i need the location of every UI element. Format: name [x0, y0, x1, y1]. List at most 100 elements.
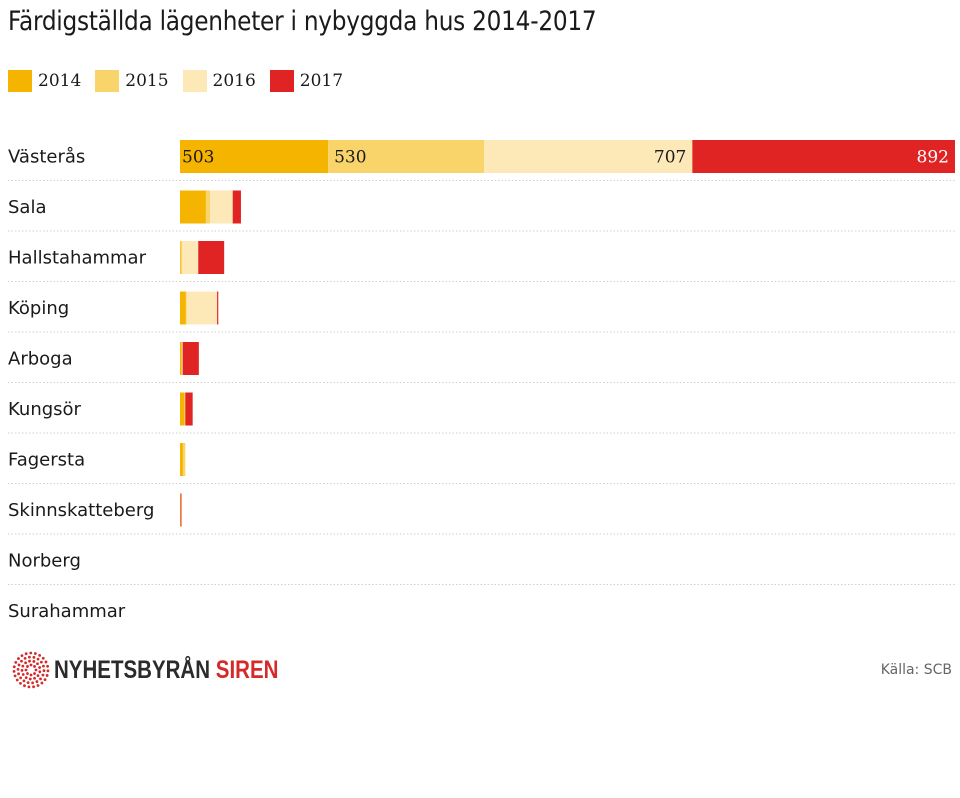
- logo-dot: [38, 666, 42, 669]
- category-label: Arboga: [8, 349, 73, 370]
- logo-dot: [40, 681, 44, 685]
- source-note: Källa: SCB: [880, 662, 952, 678]
- data-label: 530: [334, 148, 366, 168]
- logo-dot: [26, 681, 30, 685]
- logo-dot: [17, 663, 21, 667]
- logo-dot: [27, 685, 31, 689]
- logo-dot: [33, 672, 36, 675]
- bar-segment-2015: [181, 342, 183, 375]
- logo-dot: [43, 678, 47, 681]
- logo-dot: [24, 661, 27, 665]
- logo-dot: [36, 657, 40, 661]
- logo-dot: [23, 657, 27, 660]
- logo-dot: [38, 653, 42, 657]
- bar-segment-2014: [180, 190, 206, 224]
- bar-segment-2015: [205, 190, 211, 224]
- legend-label: 2016: [212, 71, 256, 91]
- logo-dot: [41, 656, 45, 660]
- bar-segment-2014: [180, 291, 186, 325]
- bar-segment-2016: [186, 291, 218, 325]
- logo-dot: [38, 670, 42, 674]
- logo-dot: [16, 667, 20, 671]
- logo-text-part1: NYHETSBYRÅN: [54, 655, 211, 684]
- legend-item-2014: 2014: [8, 70, 81, 92]
- logo-dot: [39, 660, 43, 664]
- logo-dot: [15, 678, 19, 682]
- legend-swatch: [269, 70, 294, 92]
- category-label: Norberg: [8, 551, 81, 572]
- logo-dot: [35, 680, 39, 683]
- legend: 2014 2015 2016 2017: [8, 70, 357, 92]
- logo-dot: [20, 668, 24, 672]
- bar-segment-2017: [180, 493, 182, 527]
- data-label: 892: [917, 148, 949, 168]
- data-label: 707: [654, 148, 686, 168]
- legend-swatch: [95, 70, 120, 92]
- logo-dot: [28, 659, 31, 663]
- logo-dot: [19, 681, 22, 685]
- category-label: Skinnskatteberg: [8, 500, 154, 521]
- bar-segment-2014: [180, 140, 329, 173]
- category-label: Västerås: [8, 147, 85, 168]
- logo-dot: [12, 670, 16, 673]
- chart-title: Färdigställda lägenheter i nybyggda hus …: [8, 6, 597, 37]
- logo-dot: [46, 664, 49, 668]
- siren-logo-icon: [12, 651, 50, 689]
- logo-dot: [21, 673, 25, 676]
- legend-label: 2015: [125, 71, 169, 91]
- logo-dot: [26, 665, 29, 668]
- logo: NYHETSBYRÅN SIREN: [12, 651, 328, 689]
- logo-dot: [21, 664, 25, 668]
- legend-swatch: [182, 70, 207, 92]
- logo-dot: [28, 655, 31, 659]
- category-label: Surahammar: [8, 601, 126, 622]
- logo-dot: [33, 652, 37, 655]
- logo-dot: [31, 681, 34, 685]
- legend-label: 2014: [38, 71, 82, 91]
- bar-segment-2015: [180, 241, 183, 274]
- category-label: Sala: [8, 197, 47, 218]
- legend-item-2015: 2015: [95, 70, 169, 92]
- logo-dot: [20, 654, 24, 658]
- legend-item-2017: 2017: [269, 70, 344, 92]
- logo-dot: [39, 677, 42, 681]
- bar-segment-2015: [328, 140, 485, 173]
- bar-segment-2017: [185, 392, 193, 426]
- bar-segment-2015: [185, 291, 187, 325]
- logo-dot: [42, 669, 46, 673]
- legend-item-2016: 2016: [182, 70, 256, 92]
- legend-label: 2017: [299, 71, 344, 91]
- bar-segment-2016: [182, 342, 183, 375]
- logo-dot: [42, 664, 45, 668]
- bar-segment-2014: [180, 241, 181, 274]
- logo-dot: [33, 665, 36, 668]
- bar-segment-2014: [180, 342, 182, 375]
- bar-segment-2016: [210, 190, 233, 224]
- bar-segment-2014: [180, 493, 181, 527]
- logo-dot: [14, 661, 18, 664]
- logo-dot: [36, 674, 40, 678]
- logo-dot: [45, 674, 49, 677]
- logo-dot: [12, 665, 16, 669]
- category-label: Köping: [8, 298, 69, 319]
- data-label: 503: [182, 148, 214, 168]
- logo-dot: [44, 660, 48, 664]
- bar-chart: Västerås 503 530 707 892 Sala Hallstahammar Köp…: [8, 140, 955, 622]
- bar-segment-2015: [182, 443, 186, 476]
- logo-dot: [22, 679, 26, 683]
- category-label: Fagersta: [8, 450, 85, 471]
- legend-swatch: [8, 70, 32, 92]
- logo-dot: [26, 672, 29, 675]
- bar-segment-2017: [198, 241, 225, 274]
- logo-dot: [13, 674, 17, 678]
- bar-segment-2014: [180, 443, 183, 476]
- logo-dot: [17, 657, 20, 660]
- category-label: Hallstahammar: [8, 248, 147, 269]
- logo-dot: [46, 669, 50, 673]
- logo-dot: [29, 673, 33, 677]
- logo-dot: [17, 672, 20, 676]
- bar-segment-2014: [180, 392, 185, 426]
- logo-dot: [29, 651, 33, 655]
- logo-text: NYHETSBYRÅN SIREN: [54, 656, 278, 685]
- logo-text-part2: SIREN: [215, 655, 279, 684]
